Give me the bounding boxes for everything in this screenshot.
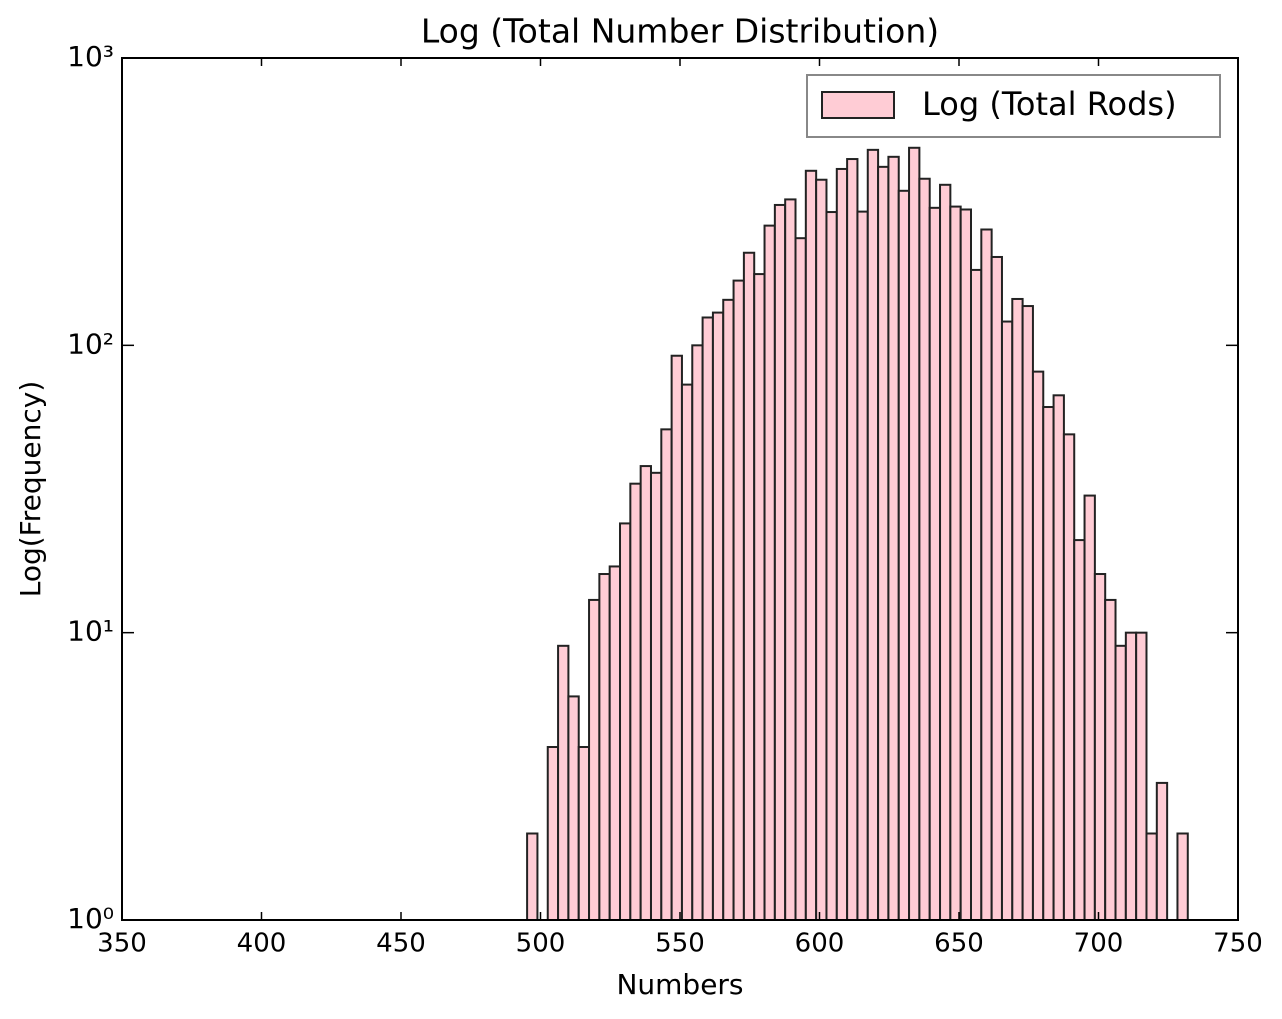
- bar: [1176, 832, 1189, 921]
- bar: [526, 832, 539, 921]
- bar: [763, 224, 776, 921]
- bar: [784, 198, 797, 921]
- y-tick-label: 10¹: [67, 615, 114, 648]
- legend-label: Log (Total Rods): [922, 85, 1177, 123]
- bar: [1021, 305, 1034, 921]
- bar: [835, 167, 849, 921]
- bar: [887, 155, 900, 921]
- bar: [1104, 598, 1117, 921]
- y-axis-label: Log(Frequency): [14, 381, 47, 598]
- bar: [928, 206, 942, 921]
- bar: [1000, 320, 1014, 921]
- x-tick-label: 550: [655, 929, 705, 959]
- bar: [557, 644, 570, 921]
- y-tick-label: 10⁰: [67, 902, 114, 935]
- bar: [649, 471, 663, 921]
- bar: [990, 255, 1003, 921]
- bar: [856, 210, 869, 921]
- bar: [722, 298, 735, 921]
- bar: [753, 273, 766, 921]
- bar: [1011, 297, 1024, 921]
- x-tick-label: 400: [237, 929, 287, 959]
- bar: [670, 354, 683, 922]
- x-axis-label: Numbers: [616, 968, 743, 1001]
- bar: [1155, 781, 1169, 921]
- bar: [918, 177, 931, 921]
- bar: [567, 695, 580, 921]
- bar: [639, 465, 652, 921]
- bar: [660, 428, 673, 921]
- bar: [794, 237, 807, 921]
- bar: [1135, 631, 1148, 922]
- bar: [1124, 631, 1138, 922]
- bar: [804, 169, 818, 921]
- bar: [1093, 573, 1107, 921]
- bar: [846, 158, 859, 921]
- bar: [546, 746, 560, 922]
- bar: [680, 383, 694, 921]
- x-tick-label: 650: [934, 929, 984, 959]
- bar: [1052, 394, 1065, 921]
- bar: [773, 203, 787, 921]
- bar: [1031, 370, 1045, 921]
- bar: [619, 522, 632, 921]
- y-tick-label: 10³: [67, 40, 114, 73]
- bar: [980, 228, 993, 922]
- bar: [1114, 644, 1127, 921]
- bar: [701, 316, 714, 921]
- bar: [939, 183, 952, 922]
- bar: [577, 746, 591, 922]
- bar: [949, 205, 962, 922]
- bar: [815, 178, 828, 921]
- bar: [1042, 406, 1055, 922]
- bar: [588, 598, 601, 921]
- bar: [691, 344, 704, 922]
- bar: [866, 148, 880, 921]
- bar: [877, 165, 890, 921]
- bar: [711, 311, 725, 921]
- bar: [1073, 539, 1086, 921]
- bar: [1062, 433, 1076, 921]
- x-tick-label: 500: [516, 929, 566, 959]
- x-tick-label: 750: [1213, 929, 1263, 959]
- bar: [969, 268, 983, 922]
- bar: [959, 208, 972, 922]
- x-tick-label: 350: [97, 929, 147, 959]
- x-tick-label: 700: [1074, 929, 1124, 959]
- x-tick-label: 600: [795, 929, 845, 959]
- bar: [742, 251, 756, 922]
- bar: [1083, 494, 1096, 921]
- bar: [598, 573, 611, 921]
- bar: [825, 211, 838, 921]
- bar: [629, 482, 642, 921]
- bar: [908, 146, 921, 922]
- chart-title: Log (Total Number Distribution): [421, 12, 939, 51]
- bar: [608, 565, 622, 921]
- y-tick-label: 10²: [67, 327, 114, 360]
- bar: [897, 189, 911, 921]
- legend-swatch: [821, 91, 895, 119]
- bar: [732, 279, 745, 921]
- bar: [1145, 832, 1158, 921]
- x-tick-label: 450: [376, 929, 426, 959]
